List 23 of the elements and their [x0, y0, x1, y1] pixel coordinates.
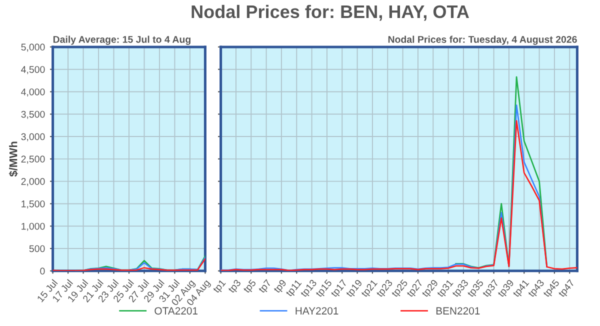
- y-tick-label: 1,500: [22, 200, 45, 208]
- y-tick-label: 5,000: [21, 44, 45, 52]
- y-tick-label: 4,000: [21, 88, 45, 97]
- x-tick-label: tp1: [212, 279, 228, 295]
- x-tick-label: tp7: [258, 279, 273, 295]
- chart-subtitle: Daily Average: 15 Jul to 4 Aug: [53, 36, 190, 45]
- x-tick-label: tp5: [242, 279, 258, 295]
- y-tick-label: 2,500: [21, 156, 45, 164]
- x-tick-label: tp31: [436, 279, 455, 299]
- chart-title: Nodal Prices for: BEN, HAY, OTA: [192, 4, 469, 21]
- legend-label: BEN2201: [436, 307, 480, 315]
- y-tick-label: 0: [40, 268, 45, 275]
- y-tick-label: 500: [29, 245, 45, 252]
- legend-label: OTA2201: [154, 307, 198, 315]
- legend-label: HAY2201: [296, 307, 338, 315]
- chart-subtitle: Nodal Prices for: Tuesday, 4 August 2026: [388, 36, 577, 45]
- x-tick-label: tp3: [228, 279, 243, 295]
- y-tick-label: 4,500: [21, 66, 45, 74]
- y-tick-label: 3,000: [21, 133, 45, 142]
- y-axis-title: $/MWh: [8, 142, 18, 177]
- y-tick-label: 2,000: [21, 178, 45, 186]
- y-tick-label: 1,000: [22, 222, 45, 231]
- y-tick-label: 3,500: [21, 110, 45, 119]
